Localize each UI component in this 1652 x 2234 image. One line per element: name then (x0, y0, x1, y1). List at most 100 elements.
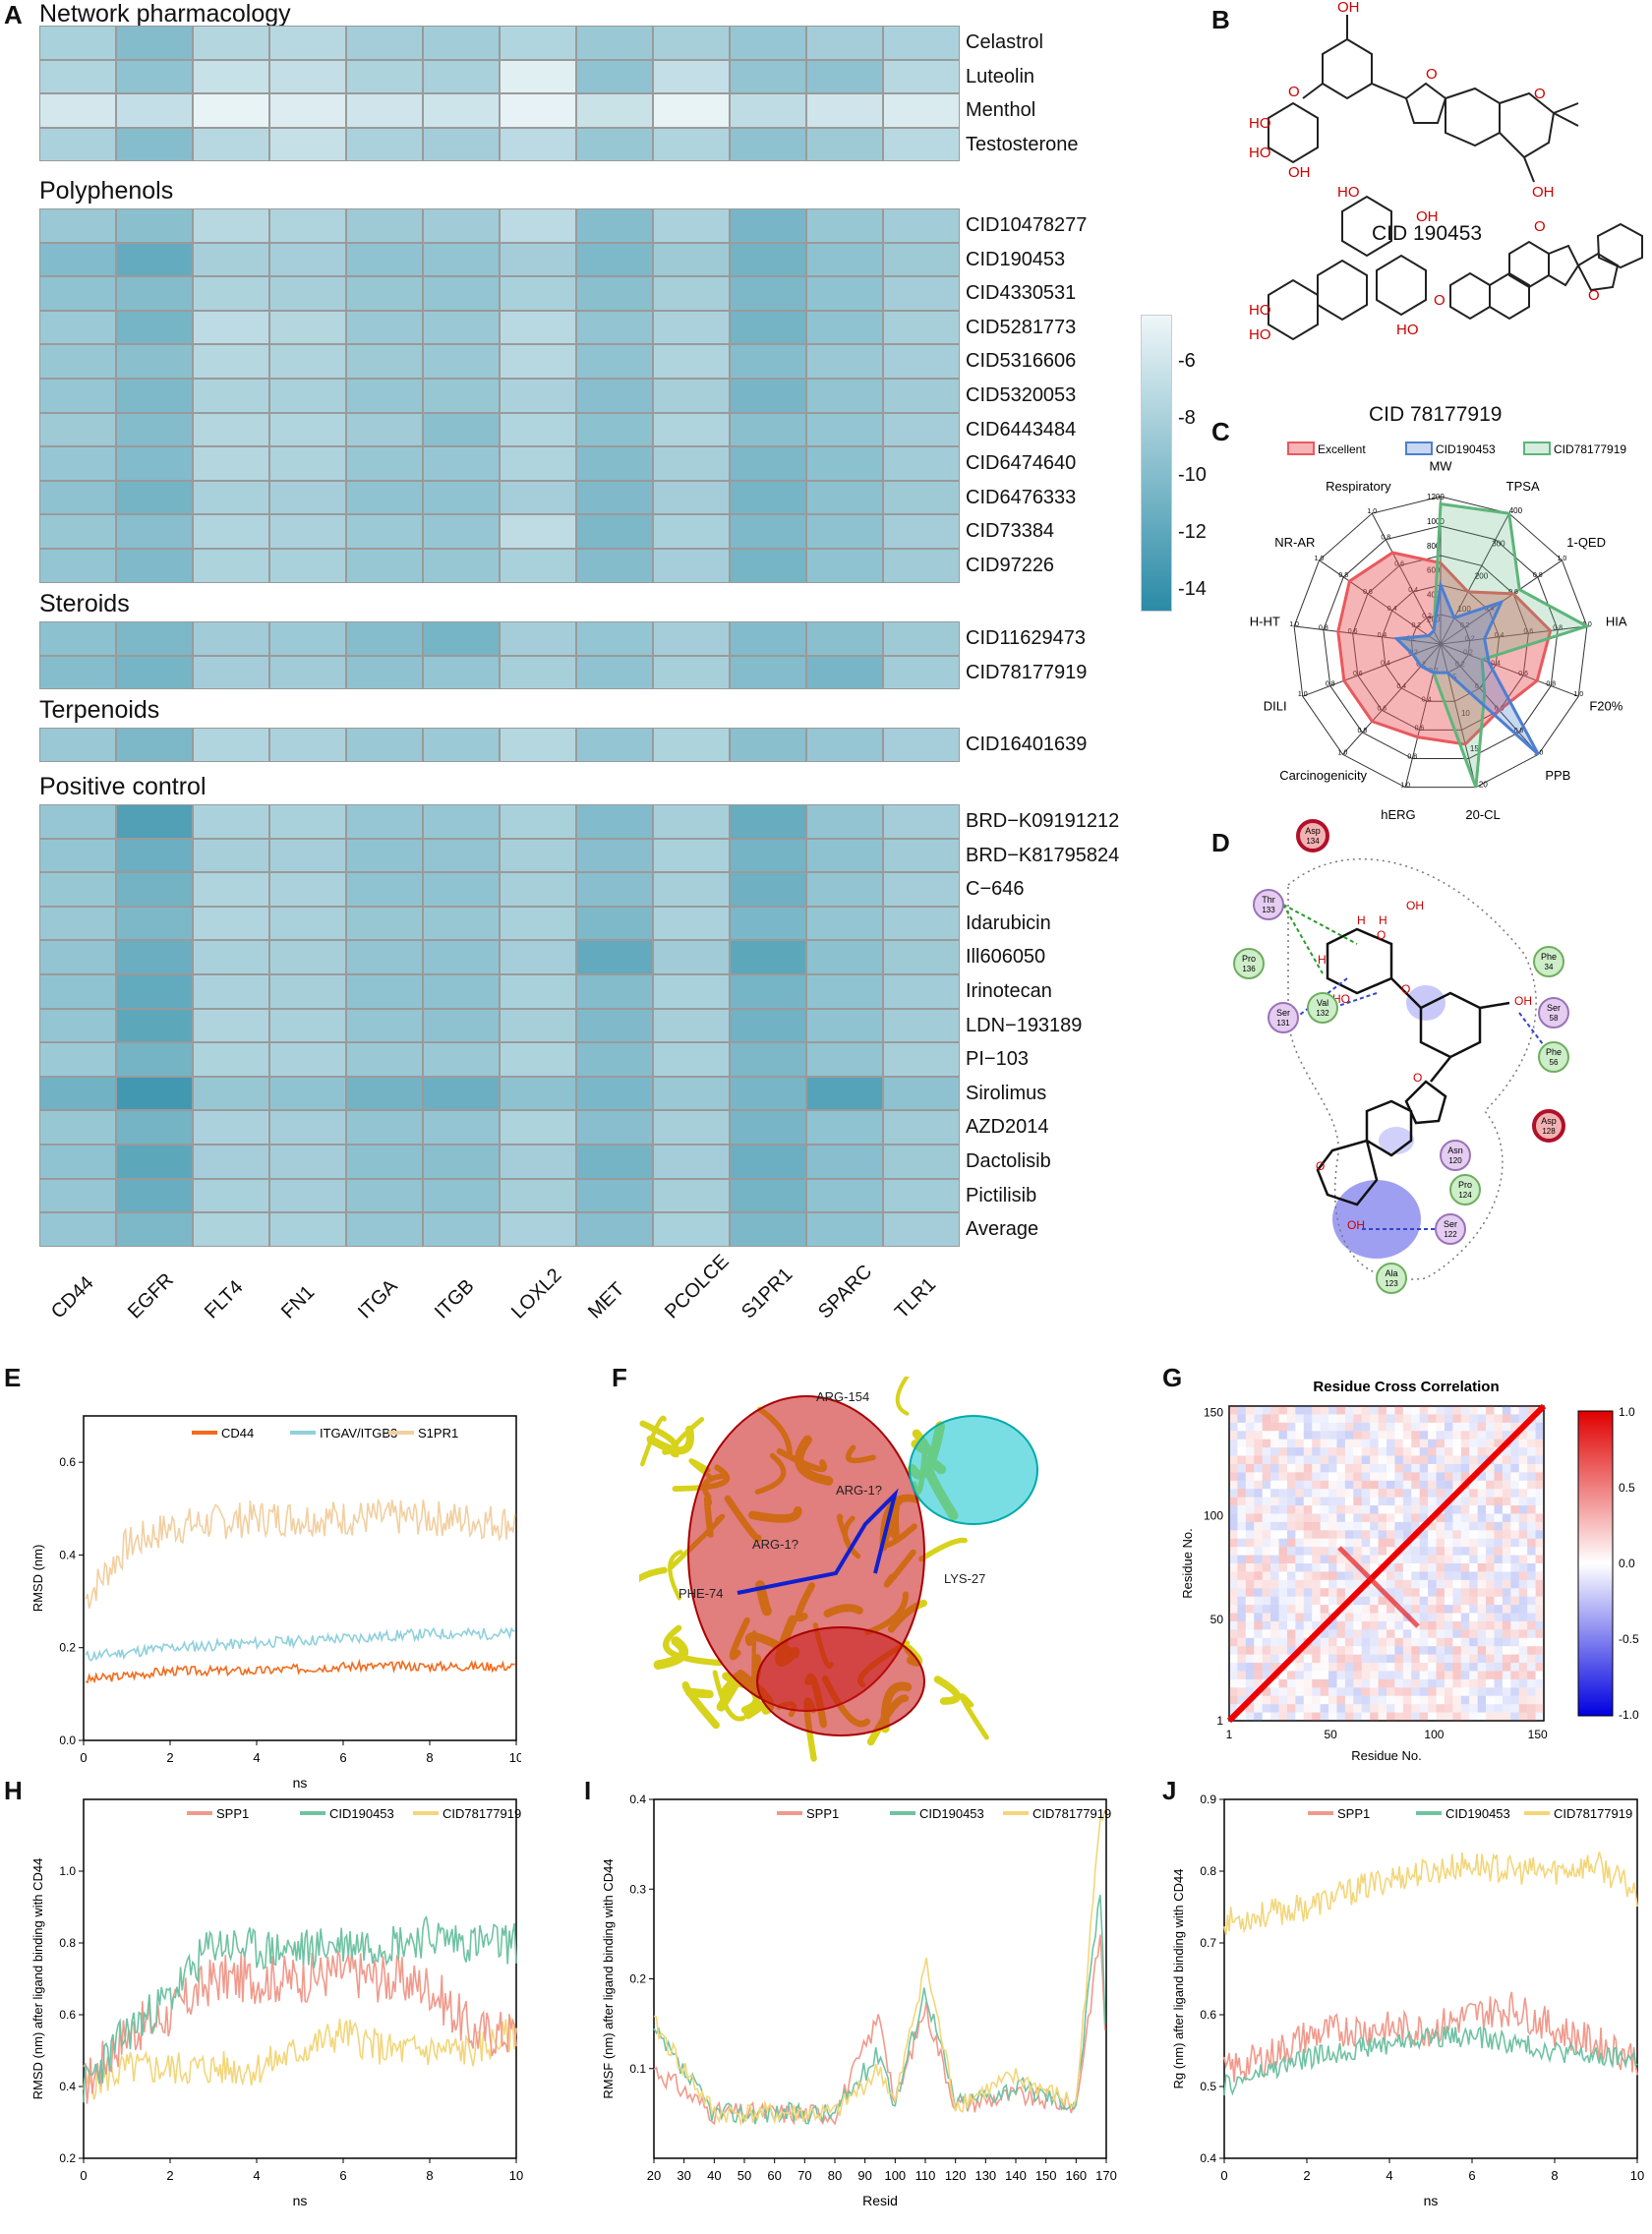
residue-number: 136 (1242, 965, 1256, 973)
ccm-cell (1361, 1671, 1371, 1679)
heatmap-group-title: Positive control (39, 773, 206, 800)
ccm-cell (1527, 1530, 1536, 1539)
heatmap-cell (346, 93, 423, 128)
ccm-cell (1328, 1463, 1337, 1473)
ccm-cell (1411, 1455, 1420, 1464)
ccm-cell (1378, 1530, 1386, 1539)
ccm-cell (1394, 1406, 1403, 1415)
ccm-cell (1262, 1521, 1271, 1531)
ccm-cell (1295, 1629, 1304, 1638)
ccm-cell (1312, 1588, 1321, 1597)
heatmap-cell (39, 655, 116, 690)
residue-name: Asn (1447, 1146, 1463, 1155)
ccm-cell (1312, 1547, 1321, 1556)
ccm-cell (1502, 1547, 1511, 1556)
ccm-cell (1510, 1406, 1519, 1415)
ccm-cell (1535, 1629, 1544, 1638)
ccm-cell (1370, 1613, 1379, 1621)
ccm-cell (1378, 1695, 1386, 1705)
ccm-cell (1270, 1620, 1279, 1630)
ccm-cell (1270, 1538, 1279, 1548)
ccm-cell (1494, 1480, 1503, 1490)
y-axis-label: RMSF (nm) after ligand binding with CD44 (601, 1858, 616, 2098)
ccm-cell (1452, 1521, 1461, 1531)
ccm-cell (1344, 1505, 1354, 1514)
ccm-cell (1237, 1414, 1246, 1423)
ccm-cell (1460, 1513, 1470, 1522)
ccm-cell (1254, 1555, 1263, 1563)
ccm-cell (1444, 1521, 1453, 1531)
ccm-cell (1486, 1463, 1495, 1473)
ccm-cell (1461, 1556, 1469, 1563)
ccm-cell (1477, 1629, 1487, 1638)
ccm-cell (1361, 1406, 1371, 1415)
ccm-cell (1312, 1414, 1321, 1423)
heatmap-row-label: CID5316606 (966, 350, 1077, 373)
ccm-cell (1444, 1414, 1453, 1423)
ccm-cell (1245, 1455, 1255, 1464)
ccm-cell (1328, 1588, 1337, 1597)
ccm-cell (1444, 1605, 1453, 1614)
ccm-cell (1229, 1447, 1238, 1456)
ccm-cell (1286, 1447, 1296, 1456)
ccm-cell (1362, 1522, 1370, 1530)
ccm-cell (1419, 1687, 1429, 1696)
heatmap-cell (653, 26, 730, 60)
ccm-cell (1486, 1596, 1495, 1606)
ccm-cell (1336, 1497, 1345, 1506)
ccm-cell (1402, 1513, 1412, 1522)
ccm-cell (1245, 1472, 1255, 1481)
x-tick-label: 6 (1468, 2168, 1475, 2183)
ccm-cell (1378, 1646, 1386, 1655)
ccm-cell (1270, 1497, 1279, 1506)
legend-label: CID78177919 (1554, 1806, 1632, 1821)
heatmap-cell (116, 940, 193, 974)
ccm-cell (1262, 1637, 1271, 1647)
y-tick-label: 150 (1204, 1405, 1223, 1419)
radar-tick: 0.6 (1508, 589, 1518, 596)
ccm-cell (1254, 1654, 1263, 1664)
ccm-cell (1245, 1605, 1255, 1614)
ccm-cell (1477, 1431, 1487, 1440)
heatmap-cell (500, 1178, 576, 1213)
ccm-cell (1402, 1489, 1412, 1498)
ccm-cell (1535, 1712, 1544, 1721)
heatmap-cell (346, 344, 423, 379)
ccm-cell (1386, 1538, 1395, 1548)
ccm-cell (1419, 1555, 1429, 1563)
ccm-cell (1245, 1555, 1255, 1563)
ccm-cell (1460, 1663, 1470, 1672)
heatmap-cell (193, 872, 269, 907)
residue-number: 124 (1458, 1191, 1472, 1200)
ccm-cell (1353, 1678, 1362, 1688)
ccm-cell (1510, 1522, 1518, 1530)
ccm-cell (1328, 1637, 1337, 1647)
sugar-ring-4 (1341, 195, 1392, 258)
heatmap-cell (193, 1042, 269, 1077)
ccm-cell (1262, 1472, 1271, 1481)
ccm-cell (1478, 1713, 1486, 1721)
ccm-cell (1370, 1498, 1378, 1505)
ccm-cell (1518, 1695, 1528, 1705)
heatmap-cell (883, 127, 960, 162)
ccm-cell (1370, 1646, 1379, 1655)
ccm-cell (1270, 1663, 1279, 1672)
ccm-cell (1254, 1588, 1263, 1597)
ccm-cell (1394, 1671, 1403, 1679)
y-tick-label: 0.0 (59, 1734, 76, 1747)
ccm-cell (1270, 1431, 1278, 1439)
ccm-cell (1353, 1621, 1361, 1629)
ccm-cell (1336, 1513, 1345, 1522)
heatmap-cell (116, 549, 193, 583)
ccm-cell (1402, 1629, 1412, 1638)
residue-name: Pro (1458, 1180, 1472, 1190)
ccm-cell (1362, 1713, 1370, 1721)
ccm-cell (1436, 1513, 1445, 1522)
ccm-cell (1419, 1530, 1429, 1539)
heatmap-cell (883, 480, 960, 515)
ccm-cell (1518, 1579, 1528, 1589)
radar-axis-line (1371, 512, 1442, 645)
ccm-cell (1370, 1637, 1379, 1647)
ccm-cell (1386, 1637, 1395, 1647)
radar-tick: 0.8 (1319, 625, 1328, 632)
